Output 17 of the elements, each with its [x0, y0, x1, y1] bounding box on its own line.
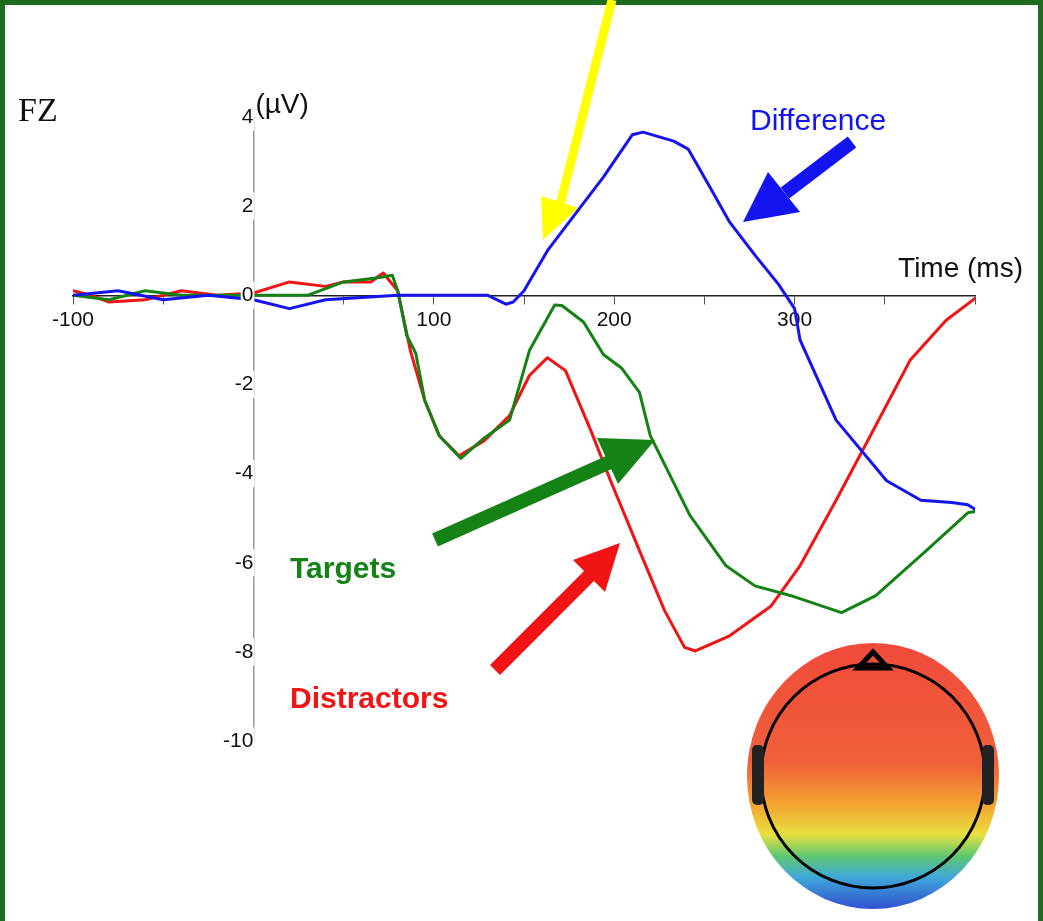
y-tick-label: 0	[241, 282, 254, 306]
y-tick-label: -4	[234, 460, 254, 484]
text: Distractors	[290, 681, 449, 715]
text: Targets	[290, 551, 397, 585]
y-tick-label: 2	[241, 192, 254, 216]
x-tick-label: 100	[416, 306, 452, 330]
x-axis-title: Time (ms)	[898, 252, 1023, 283]
y-tick-label: -6	[234, 549, 254, 573]
y-tick-label: -10	[223, 727, 254, 751]
y-tick-label: 4	[241, 103, 254, 127]
y-tick-label: -8	[234, 638, 254, 662]
y-tick-label: -2	[234, 371, 254, 395]
x-tick-label: -100	[51, 306, 95, 330]
y-axis-title: (µV)	[255, 87, 309, 119]
text: Difference	[750, 103, 887, 137]
chart-title: FZ	[18, 90, 58, 128]
x-tick-label: 200	[596, 306, 632, 330]
